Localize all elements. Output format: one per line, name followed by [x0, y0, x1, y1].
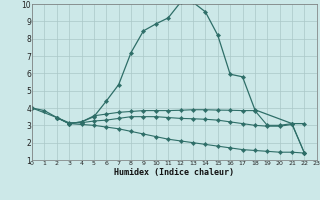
X-axis label: Humidex (Indice chaleur): Humidex (Indice chaleur): [115, 168, 234, 177]
